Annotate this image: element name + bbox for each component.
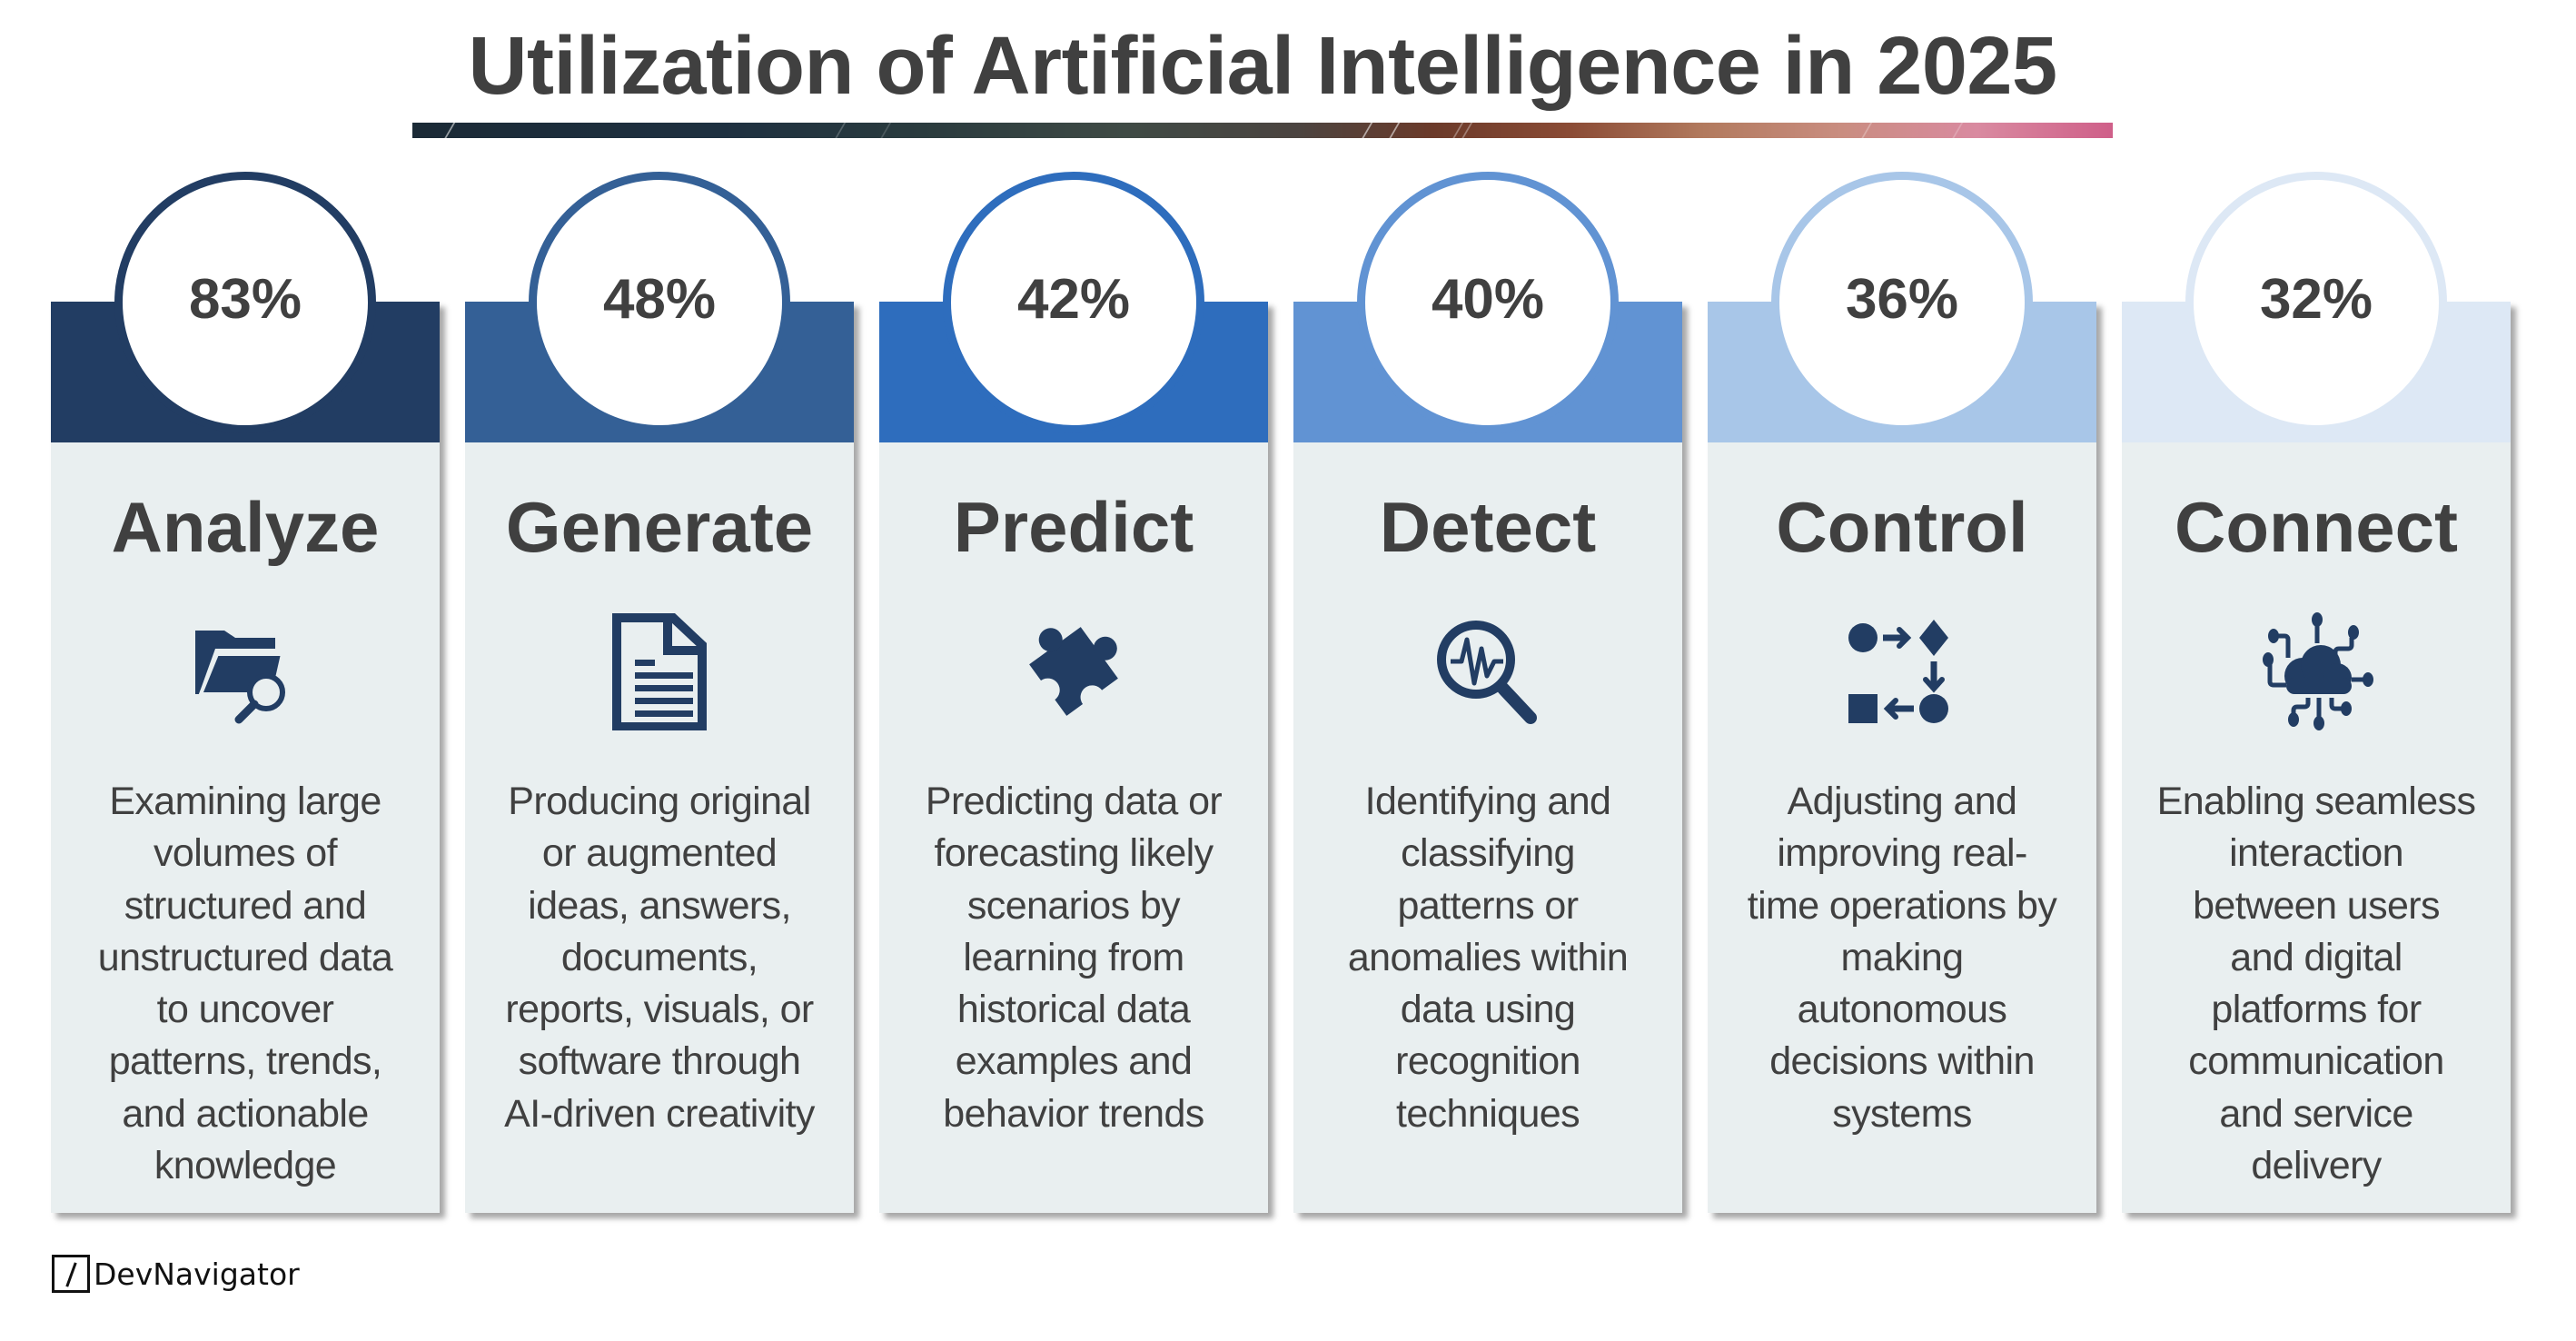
percent-badge: 40% [1357,172,1619,433]
document-icon [600,612,718,730]
percent-badge: 36% [1771,172,2033,433]
card-connect: 32% Connect [2122,172,2511,1213]
page-title: Utilization of Artificial Intelligence i… [468,21,2057,112]
percent-value: 83% [188,267,302,331]
brand-name: DevNavigator [94,1256,300,1292]
cloud-network-icon [2257,612,2375,730]
card-title: Detect [1379,487,1597,567]
percent-badge: 83% [114,172,376,433]
card-description: Adjusting and improving real-time operati… [1747,780,2057,1136]
percent-value: 40% [1431,267,1545,331]
card-generate: 48% Generate Producing original or augmen… [465,172,854,1213]
card-description: Producing original or augmented ideas, ans… [504,780,815,1136]
puzzle-piece-icon [1015,612,1133,730]
footer-logo: DevNavigator [52,1254,300,1294]
card-control: 36% Control Adjusting and improving real-… [1708,172,2096,1213]
card-description: Predicting data or forecasting likely scen… [925,780,1223,1136]
title-underline-banner [412,123,2113,138]
card-title: Generate [505,487,814,567]
percent-badge: 42% [943,172,1204,433]
percent-value: 42% [1016,267,1131,331]
percent-value: 32% [2259,267,2373,331]
percent-value: 48% [602,267,717,331]
percent-badge: 32% [2185,172,2447,433]
card-title: Analyze [111,487,380,567]
card-predict: 42% Predict Predicting data or forecastin… [879,172,1268,1213]
card-analyze: 83% Analyze Examining large volumes of str… [51,172,440,1213]
percent-badge: 48% [529,172,790,433]
card-detect: 40% Detect Identifying and classifying pat… [1293,172,1682,1213]
slash-box-icon [52,1255,90,1293]
card-title: Connect [2175,487,2458,567]
card-title: Predict [953,487,1194,567]
percent-value: 36% [1845,267,1959,331]
card-description: Identifying and classifying patterns or ano… [1347,780,1629,1136]
card-description: Examining large volumes of structured and u… [97,780,393,1188]
flowchart-icon [1843,612,1961,730]
card-description: Enabling seamless interaction between user… [2156,780,2476,1188]
folder-search-icon [186,612,304,730]
card-title: Control [1776,487,2028,567]
magnifier-pulse-icon [1429,612,1547,730]
